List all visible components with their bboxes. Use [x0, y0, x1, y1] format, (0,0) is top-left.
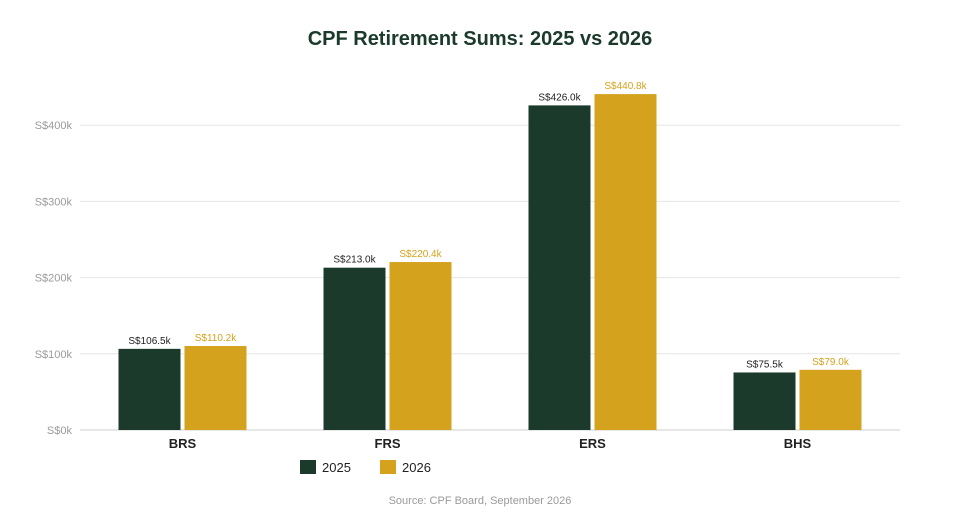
data-label: S$110.2k: [195, 333, 238, 344]
y-tick-label: S$300k: [35, 196, 73, 208]
x-tick-label: FRS: [375, 436, 401, 451]
y-tick-label: S$200k: [35, 273, 73, 285]
bar-2026-frs: [389, 262, 452, 430]
bars: [118, 94, 862, 430]
data-label: S$213.0k: [333, 255, 376, 266]
y-axis-ticks: S$0k S$100k S$200k S$300k S$400k: [35, 120, 73, 437]
y-tick-label: S$0k: [47, 425, 73, 437]
bar-2026-bhs: [799, 369, 862, 430]
data-label: S$440.8k: [604, 81, 647, 92]
source-note: Source: CPF Board, September 2026: [389, 495, 572, 507]
data-label: S$426.0k: [538, 92, 581, 103]
data-label: S$79.0k: [812, 357, 850, 368]
bar-2026-brs: [184, 346, 247, 430]
legend-item-2026[interactable]: 2026: [380, 460, 431, 475]
legend-item-2025[interactable]: 2025: [300, 460, 351, 475]
bar-2025-ers: [528, 105, 591, 430]
data-label: S$75.5k: [746, 359, 784, 370]
data-labels: S$106.5k S$110.2k S$213.0k S$220.4k S$426.0k…: [128, 81, 849, 370]
y-tick-label: S$400k: [35, 120, 73, 132]
y-tick-label: S$100k: [35, 349, 73, 361]
bar-2025-bhs: [733, 372, 796, 430]
legend: 2025 2026: [300, 460, 431, 475]
chart-title: CPF Retirement Sums: 2025 vs 2026: [308, 28, 653, 50]
bar-2026-ers: [594, 94, 657, 430]
x-tick-label: BRS: [169, 436, 197, 451]
legend-swatch: [300, 460, 316, 474]
legend-swatch: [380, 460, 396, 474]
bar-2025-brs: [118, 348, 181, 430]
data-label: S$106.5k: [128, 336, 171, 347]
data-label: S$220.4k: [399, 249, 442, 260]
x-tick-label: BHS: [784, 436, 812, 451]
legend-label: 2026: [402, 460, 431, 475]
bar-2025-frs: [323, 267, 386, 430]
legend-label: 2025: [322, 460, 351, 475]
x-tick-label: ERS: [579, 436, 606, 451]
x-axis-ticks: BRS FRS ERS BHS: [169, 436, 812, 451]
